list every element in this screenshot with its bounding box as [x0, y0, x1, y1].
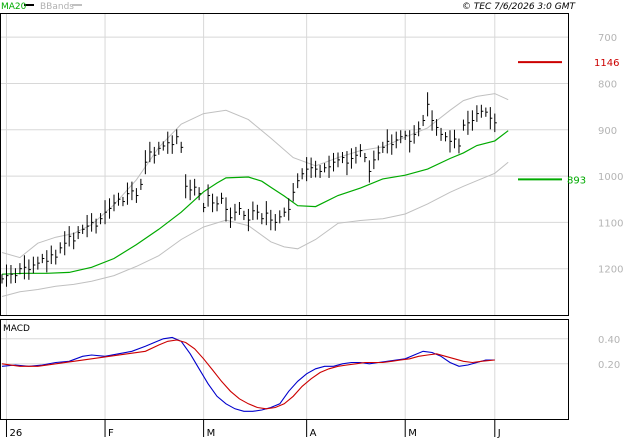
x-axis-tick-label: 26 — [9, 428, 22, 439]
timestamp-label: © TEC 7/6/2026 3:0 GMT — [462, 2, 577, 12]
x-axis-tick-label: A — [310, 428, 317, 439]
price-y-tick-label: 1100 — [598, 218, 623, 229]
price-bars — [1, 92, 497, 287]
bbands-legend-swatch — [72, 4, 82, 6]
price-y-axis: 1200 1100 1000 900 800 700 — [598, 33, 623, 276]
support-level-label: 893 — [567, 175, 586, 186]
x-axis-tick-label: J — [497, 428, 501, 439]
macd-grid — [1, 320, 568, 420]
price-grid — [1, 14, 568, 315]
price-y-tick-label: 900 — [598, 126, 617, 137]
price-y-tick-label: 700 — [598, 33, 617, 44]
macd-panel-frame — [0, 319, 569, 420]
ma20-legend-label: MA20 — [1, 2, 27, 12]
bollinger-lower-band — [1, 161, 509, 297]
macd-title: MACD — [3, 324, 30, 334]
bbands-legend-label: BBands — [40, 2, 74, 12]
target-level-label: 1146 — [594, 58, 619, 69]
ma20-legend-swatch — [24, 4, 34, 6]
macd-line — [1, 336, 495, 412]
price-panel-frame — [0, 13, 569, 316]
ma20-line — [1, 130, 509, 275]
x-axis-tick-label: M — [408, 428, 417, 439]
price-y-tick-label: 1000 — [598, 172, 623, 183]
signal-line — [1, 339, 495, 410]
macd-y-axis: 0.40 0.20 — [598, 335, 620, 371]
macd-y-tick-label: 0.40 — [598, 335, 620, 346]
price-y-tick-label: 1200 — [598, 265, 623, 276]
bollinger-upper-band — [1, 93, 509, 259]
x-axis-tick-label: F — [108, 428, 114, 439]
x-axis-tick-label: M — [207, 428, 216, 439]
price-y-tick-label: 800 — [598, 79, 617, 90]
x-axis: 26 F M A M J — [5, 420, 501, 439]
macd-y-tick-label: 0.20 — [598, 360, 620, 371]
